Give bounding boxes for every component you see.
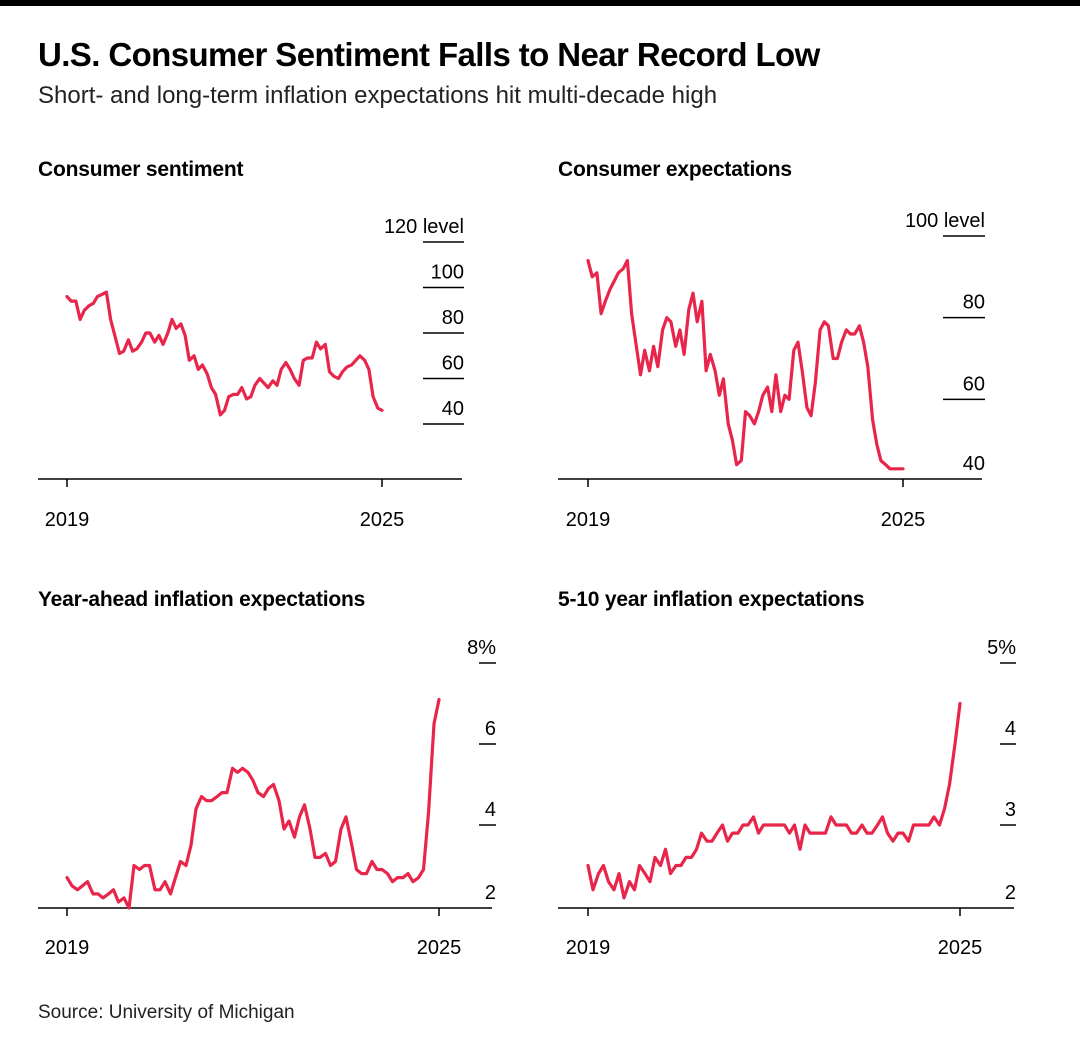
- panel-long-term-inflation: 5-10 year inflation expectations: [520, 436, 1060, 866]
- panel-title: 5-10 year inflation expectations: [558, 588, 865, 611]
- y-tick-label: 40: [442, 398, 464, 420]
- y-tick-label: 60: [442, 353, 464, 375]
- source-note: Source: University of Michigan: [38, 1002, 295, 1023]
- panel-consumer-expectations: Consumer expectations: [520, 6, 1060, 436]
- x-tick-label: 2019: [566, 509, 611, 531]
- y-tick-label: 40: [963, 453, 985, 475]
- y-tick-label: 6: [485, 718, 496, 740]
- x-tick-label: 2025: [938, 937, 983, 959]
- panel-title: Consumer expectations: [558, 158, 792, 181]
- y-tick-label: 80: [963, 292, 985, 314]
- y-tick-label: 5%: [987, 637, 1016, 659]
- x-tick-label: 2019: [45, 937, 90, 959]
- y-tick-label: 4: [485, 799, 496, 821]
- series-line: [65, 290, 384, 417]
- y-tick-label: 60: [963, 373, 985, 395]
- panel-year-ahead-inflation: Year-ahead inflation expectations: [0, 436, 540, 866]
- panel-title: Year-ahead inflation expectations: [38, 588, 366, 611]
- charts-svg: 40 60 80 100 120 level 2019 2025 40 60 80 100 leve…: [38, 210, 1016, 959]
- x-tick-label: 2019: [45, 509, 90, 531]
- x-tick-label: 2025: [881, 509, 926, 531]
- y-tick-label: 4: [1005, 718, 1016, 740]
- series-line: [586, 258, 905, 471]
- x-tick-label: 2025: [417, 937, 462, 959]
- x-tick-label: 2025: [360, 509, 405, 531]
- panel-consumer-sentiment: Consumer sentiment: [0, 6, 540, 436]
- page-subtitle: Short- and long-term inflation expectati…: [38, 82, 718, 109]
- chart-card: U.S. Consumer Sentiment Falls to Near Re…: [0, 6, 1080, 1044]
- series-line: [65, 697, 441, 910]
- y-tick-label: 100 level: [905, 210, 985, 232]
- y-tick-label: 120 level: [384, 216, 464, 238]
- series-line: [586, 701, 962, 900]
- x-tick-label: 2019: [566, 937, 611, 959]
- y-tick-label: 2: [485, 882, 496, 904]
- y-tick-label: 3: [1005, 799, 1016, 821]
- y-tick-label: 2: [1005, 882, 1016, 904]
- page-title: U.S. Consumer Sentiment Falls to Near Re…: [38, 36, 820, 73]
- y-tick-label: 8%: [467, 637, 496, 659]
- y-tick-label: 100: [431, 262, 464, 284]
- y-tick-label: 80: [442, 307, 464, 329]
- panel-title: Consumer sentiment: [38, 158, 244, 181]
